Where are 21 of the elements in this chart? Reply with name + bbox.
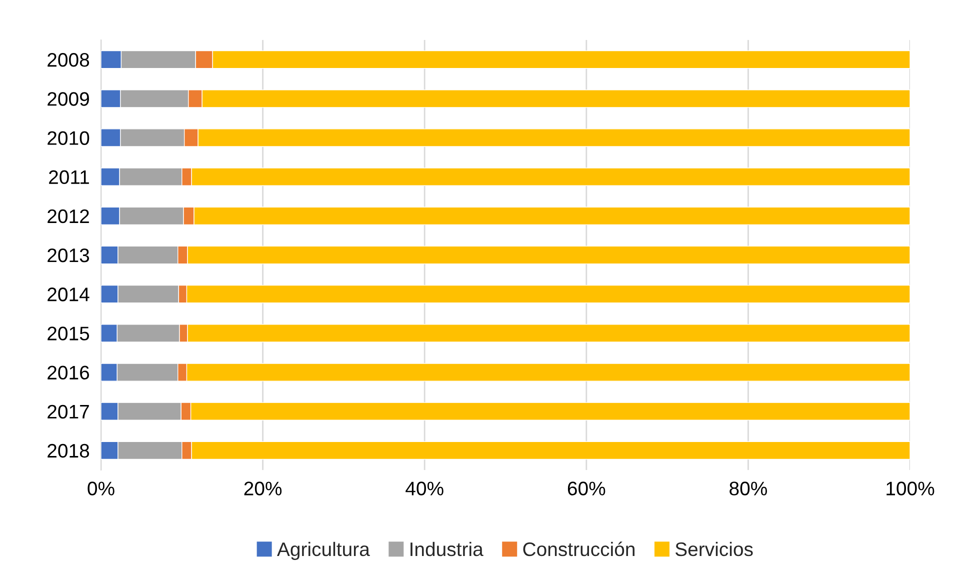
x-tick-label: 100% — [886, 482, 934, 496]
y-tick-label: 2008 — [48, 53, 90, 67]
y-tick-label: 2015 — [48, 326, 90, 340]
legend-label: Servicios — [675, 542, 753, 556]
x-tick-label: 80% — [730, 482, 767, 496]
x-tick-label: 20% — [244, 482, 282, 496]
y-tick-label: 2010 — [48, 131, 90, 145]
y-tick-label: 2014 — [48, 288, 90, 302]
y-tick-label: 2017 — [48, 404, 89, 419]
x-tick-label: 0% — [88, 482, 114, 496]
legend-label: Construcción — [523, 542, 634, 556]
x-tick-label: 40% — [406, 482, 444, 496]
y-tick-label: 2012 — [48, 209, 89, 224]
y-tick-label: 2013 — [48, 248, 90, 262]
legend-label: Industria — [410, 542, 484, 556]
y-tick-label: 2016 — [48, 366, 90, 380]
y-tick-label: 2018 — [48, 444, 90, 458]
y-tick-label: 2011 — [49, 170, 89, 184]
x-tick-label: 60% — [568, 482, 606, 496]
legend-label: Agricultura — [277, 542, 370, 560]
y-tick-label: 2009 — [48, 92, 89, 106]
